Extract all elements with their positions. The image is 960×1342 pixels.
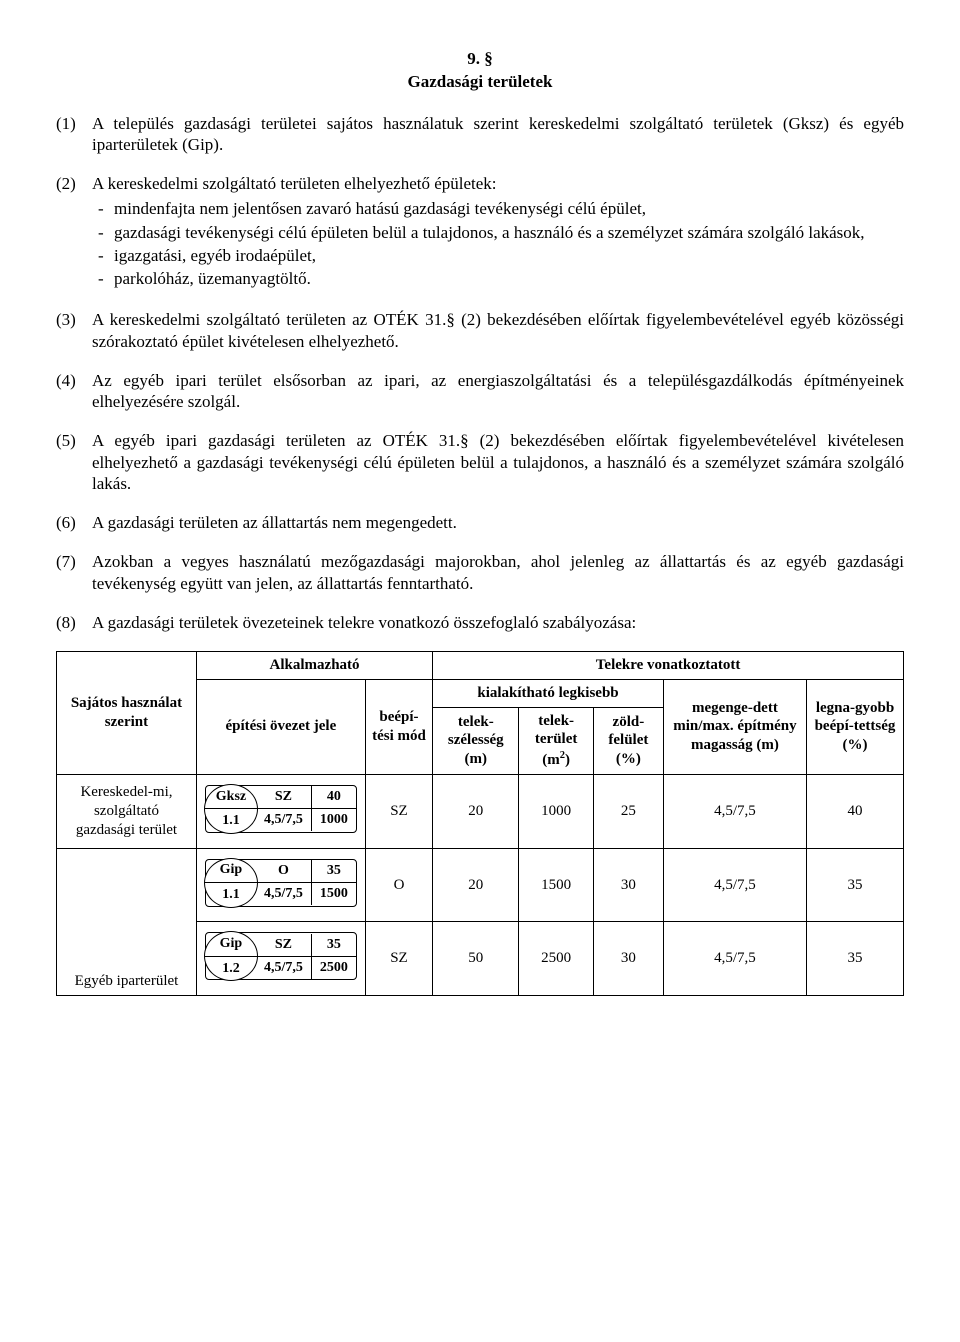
para-body: A település gazdasági területei sajátos … — [92, 113, 904, 156]
zone-code-top: Gksz — [205, 785, 257, 810]
th-group-b: Telekre vonatkoztatott — [433, 652, 904, 680]
cell-mode: SZ — [365, 774, 432, 848]
th-area: telek-terület (m2) — [519, 707, 593, 774]
zone-c2-top: SZ — [256, 786, 312, 809]
cell-green: 30 — [593, 922, 663, 996]
cell-cover: 40 — [807, 774, 904, 848]
paragraph-7: (7) Azokban a vegyes használatú mezőgazd… — [56, 551, 904, 594]
paragraph-6: (6) A gazdasági területen az állattartás… — [56, 512, 904, 533]
zone-sign-cell: Gip 1.1 O 4,5/7,5 35 1500 — [196, 848, 365, 922]
para-2-list: mindenfajta nem jelentősen zavaró hatású… — [92, 198, 904, 289]
table-row: Kereskedel-mi, szolgáltató gazdasági ter… — [57, 774, 904, 848]
para-body: Azokban a vegyes használatú mezőgazdaság… — [92, 551, 904, 594]
cell-mode: O — [365, 848, 432, 922]
th-smallest: kialakítható legkisebb — [433, 679, 664, 707]
para-num: (4) — [56, 370, 92, 413]
row-label: Kereskedel-mi, szolgáltató gazdasági ter… — [57, 774, 197, 848]
para-num: (5) — [56, 430, 92, 494]
cell-height: 4,5/7,5 — [663, 774, 806, 848]
list-item: mindenfajta nem jelentősen zavaró hatású… — [92, 198, 904, 219]
cell-area: 2500 — [519, 922, 593, 996]
para-num: (1) — [56, 113, 92, 156]
cell-mode: SZ — [365, 922, 432, 996]
section-title: Gazdasági területek — [56, 71, 904, 92]
paragraph-5: (5) A egyéb ipari gazdasági területen az… — [56, 430, 904, 494]
zone-sign-cell: Gip 1.2 SZ 4,5/7,5 35 2500 — [196, 922, 365, 996]
section-number: 9. § — [56, 48, 904, 69]
zone-sign: Gip 1.2 SZ 4,5/7,5 35 2500 — [205, 932, 357, 980]
paragraph-8: (8) A gazdasági területek övezeteinek te… — [56, 612, 904, 633]
list-item: igazgatási, egyéb irodaépület, — [92, 245, 904, 266]
cell-cover: 35 — [807, 848, 904, 922]
zone-code-top: Gip — [205, 932, 257, 957]
th-zone: építési övezet jele — [196, 679, 365, 774]
para-num: (8) — [56, 612, 92, 633]
paragraph-1: (1) A település gazdasági területei sajá… — [56, 113, 904, 156]
para-num: (3) — [56, 309, 92, 352]
para-body: Az egyéb ipari terület elsősorban az ipa… — [92, 370, 904, 413]
zone-c2-bot: 4,5/7,5 — [256, 957, 312, 979]
cell-cover: 35 — [807, 922, 904, 996]
paragraph-3: (3) A kereskedelmi szolgáltató területen… — [56, 309, 904, 352]
row-label: Egyéb iparterület — [57, 848, 197, 996]
para-body: A egyéb ipari gazdasági területen az OTÉ… — [92, 430, 904, 494]
zone-c2-bot: 4,5/7,5 — [256, 883, 312, 905]
th-rowhead: Sajátos használat szerint — [57, 652, 197, 775]
cell-height: 4,5/7,5 — [663, 922, 806, 996]
cell-width: 20 — [433, 774, 519, 848]
table-row: Egyéb iparterület Gip 1.1 O 4,5/7,5 35 — [57, 848, 904, 922]
zone-c3-bot: 1500 — [312, 883, 356, 905]
zone-code-bot: 1.2 — [205, 957, 257, 981]
para-lead: A kereskedelmi szolgáltató területen elh… — [92, 174, 497, 193]
cell-width: 50 — [433, 922, 519, 996]
para-body: A kereskedelmi szolgáltató területen elh… — [92, 173, 904, 291]
para-num: (2) — [56, 173, 92, 291]
zone-code-bot: 1.1 — [205, 809, 257, 833]
para-body: A gazdasági területek övezeteinek telekr… — [92, 612, 904, 633]
th-group-a: Alkalmazható — [196, 652, 432, 680]
zone-c3-bot: 2500 — [312, 957, 356, 979]
th-width: telek-szélesség (m) — [433, 707, 519, 774]
paragraph-2: (2) A kereskedelmi szolgáltató területen… — [56, 173, 904, 291]
zone-c3-top: 35 — [312, 860, 356, 883]
para-body: A kereskedelmi szolgáltató területen az … — [92, 309, 904, 352]
zone-code-top: Gip — [205, 859, 257, 884]
zone-c2-bot: 4,5/7,5 — [256, 809, 312, 831]
cell-green: 30 — [593, 848, 663, 922]
cell-width: 20 — [433, 848, 519, 922]
th-mode: beépí-tési mód — [365, 679, 432, 774]
zone-c2-top: SZ — [256, 934, 312, 957]
zoning-table: Sajátos használat szerint Alkalmazható T… — [56, 651, 904, 996]
cell-area: 1500 — [519, 848, 593, 922]
zone-c3-bot: 1000 — [312, 809, 356, 831]
zone-c3-top: 35 — [312, 934, 356, 957]
list-item: gazdasági tevékenységi célú épületen bel… — [92, 222, 904, 243]
th-cover: legna-gyobb beépí-tettség (%) — [807, 679, 904, 774]
zone-sign: Gip 1.1 O 4,5/7,5 35 1500 — [205, 859, 357, 907]
th-height: megenge-dett min/max. építmény magasság … — [663, 679, 806, 774]
cell-height: 4,5/7,5 — [663, 848, 806, 922]
zone-code-bot: 1.1 — [205, 883, 257, 907]
cell-green: 25 — [593, 774, 663, 848]
para-num: (6) — [56, 512, 92, 533]
zone-sign-cell: Gksz 1.1 SZ 4,5/7,5 40 1000 — [196, 774, 365, 848]
zone-c3-top: 40 — [312, 786, 356, 809]
paragraph-4: (4) Az egyéb ipari terület elsősorban az… — [56, 370, 904, 413]
cell-area: 1000 — [519, 774, 593, 848]
th-green: zöld-felület (%) — [593, 707, 663, 774]
zone-c2-top: O — [256, 860, 312, 883]
list-item: parkolóház, üzemanyagtöltő. — [92, 268, 904, 289]
zone-sign: Gksz 1.1 SZ 4,5/7,5 40 1000 — [205, 785, 357, 833]
para-num: (7) — [56, 551, 92, 594]
para-body: A gazdasági területen az állattartás nem… — [92, 512, 904, 533]
